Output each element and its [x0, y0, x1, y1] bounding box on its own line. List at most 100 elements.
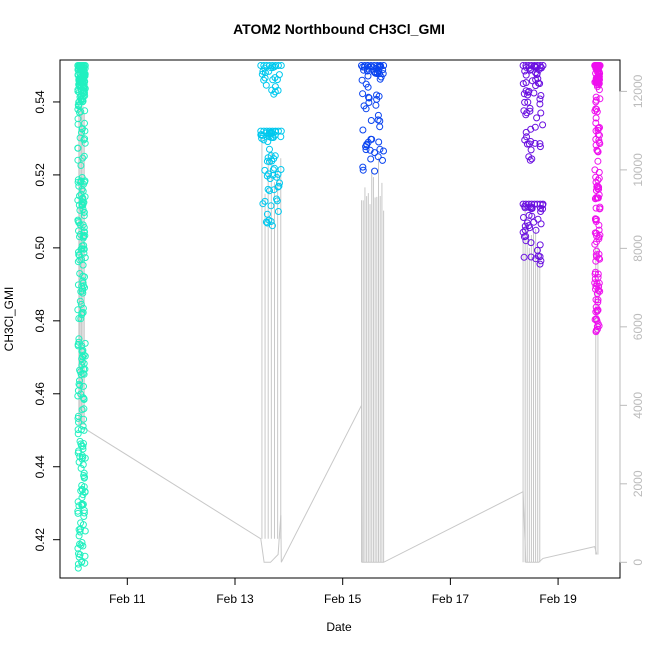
data-point	[595, 174, 603, 182]
data-point	[79, 125, 86, 133]
data-point	[528, 212, 536, 220]
data-point	[595, 183, 603, 191]
data-point	[78, 442, 85, 450]
y2-tick-label: 4000	[631, 392, 645, 419]
data-point	[539, 121, 547, 129]
data-point	[78, 355, 86, 363]
data-point	[74, 258, 82, 266]
altitude-line	[78, 91, 598, 563]
x-axis: Feb 11 Feb 13 Feb 15 Feb 17 Feb 19	[109, 577, 577, 606]
y-tick-label: 0.54	[33, 90, 47, 114]
data-point	[277, 133, 285, 141]
data-point	[269, 171, 277, 179]
y-tick-label: 0.44	[33, 455, 47, 479]
data-point	[274, 170, 282, 178]
data-point	[373, 95, 381, 103]
data-point	[80, 152, 88, 160]
data-point	[592, 93, 600, 101]
x-tick-label: Feb 11	[109, 592, 146, 606]
data-point	[379, 66, 387, 74]
data-point	[269, 166, 277, 174]
data-point	[372, 101, 380, 109]
data-point	[594, 286, 602, 294]
data-point	[522, 87, 530, 95]
data-point	[76, 377, 83, 385]
data-point	[79, 309, 87, 316]
data-point	[74, 115, 82, 123]
data-point	[595, 283, 603, 290]
data-point	[78, 242, 86, 250]
data-point	[596, 287, 604, 295]
data-point	[537, 109, 545, 117]
data-point	[539, 200, 547, 208]
data-point	[266, 187, 273, 195]
data-point	[263, 210, 271, 218]
data-point	[76, 206, 84, 214]
data-point	[527, 253, 535, 261]
data-point	[594, 83, 601, 91]
data-point	[371, 149, 379, 157]
data-point	[81, 473, 88, 481]
data-point	[521, 98, 529, 106]
y-tick-label: 0.50	[33, 236, 47, 260]
data-point	[526, 66, 534, 74]
data-point	[81, 135, 89, 143]
data-point	[527, 146, 535, 154]
y2-tick-label: 0	[631, 559, 645, 566]
data-point	[76, 366, 84, 374]
data-point	[78, 494, 86, 502]
data-point	[537, 208, 545, 215]
data-point	[533, 114, 541, 122]
data-point	[526, 224, 534, 232]
data-point	[79, 289, 87, 297]
data-point	[80, 440, 87, 447]
data-point	[523, 109, 531, 117]
y-tick-label: 0.46	[33, 382, 47, 406]
data-point	[592, 308, 600, 316]
y-tick-label: 0.52	[33, 163, 47, 187]
data-point	[535, 66, 543, 74]
data-point	[596, 205, 604, 213]
data-point	[74, 306, 82, 314]
x-tick-label: Feb 19	[539, 592, 577, 606]
y-axis-right: 0 2000 4000 6000 8000 10000 12000	[619, 74, 645, 566]
data-point	[74, 430, 82, 438]
data-point	[596, 62, 604, 69]
data-point	[593, 146, 601, 154]
data-point	[74, 544, 82, 552]
data-point	[81, 107, 89, 115]
data-point	[74, 196, 82, 204]
data-point	[260, 76, 268, 84]
data-point	[79, 78, 87, 86]
data-point	[594, 131, 602, 139]
data-point	[377, 62, 384, 69]
data-point	[596, 140, 604, 147]
data-point	[364, 72, 372, 80]
data-point	[524, 88, 532, 96]
data-point	[594, 148, 602, 156]
data-point	[364, 83, 372, 91]
data-point	[593, 325, 601, 333]
data-point	[80, 209, 88, 216]
data-point	[266, 158, 273, 166]
data-point	[74, 144, 82, 152]
data-point	[271, 88, 279, 96]
data-point	[593, 253, 600, 261]
data-point	[358, 76, 366, 84]
data-point	[592, 173, 600, 181]
data-point	[373, 91, 380, 99]
data-point	[76, 453, 84, 461]
data-point	[81, 339, 89, 347]
data-point	[265, 170, 272, 178]
data-point	[595, 235, 603, 243]
data-point	[269, 76, 277, 84]
x-tick-label: Feb 17	[432, 592, 470, 606]
data-point	[534, 79, 542, 87]
data-point	[371, 167, 379, 175]
data-point	[79, 353, 87, 361]
data-point	[77, 487, 85, 495]
data-point	[594, 185, 602, 193]
data-point	[537, 220, 545, 228]
data-point	[519, 228, 527, 236]
